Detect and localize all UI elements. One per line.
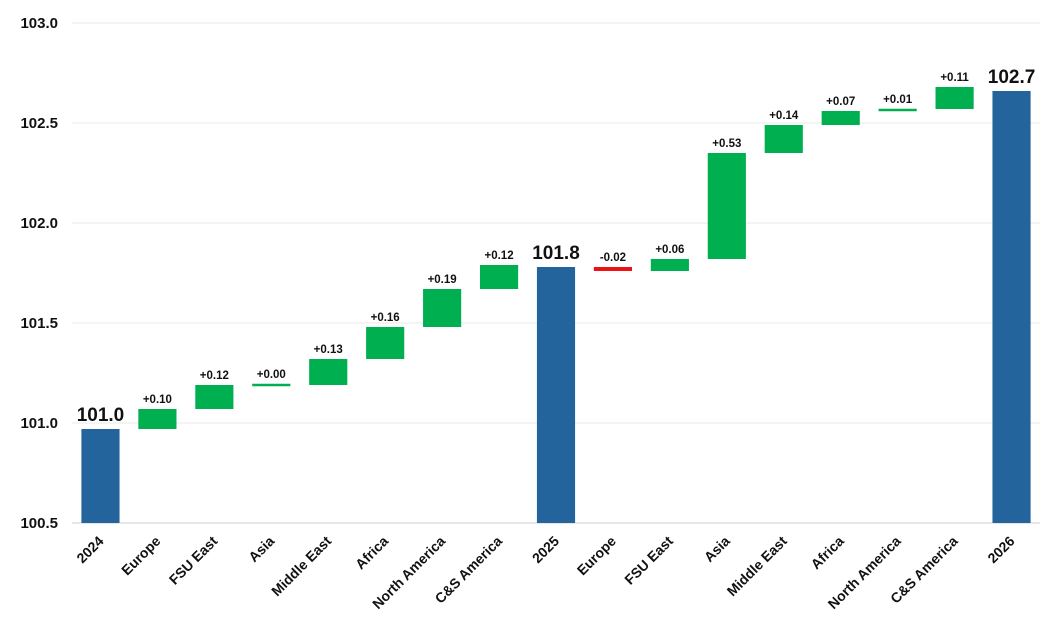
total-bar	[81, 429, 120, 523]
increase-bar	[878, 108, 917, 112]
y-tick-label: 101.0	[20, 415, 58, 432]
x-tick-label: 2026	[984, 533, 1017, 566]
x-tick-label: FSU East	[166, 533, 221, 588]
x-tick-label: Africa	[807, 533, 847, 573]
x-tick-label: Europe	[118, 533, 164, 579]
increase-bar	[821, 111, 860, 125]
increase-bar	[252, 383, 291, 387]
increase-bar	[138, 409, 177, 429]
y-tick-label: 101.5	[20, 315, 58, 332]
total-data-label: 101.8	[532, 243, 580, 264]
total-data-label: 102.7	[988, 67, 1036, 88]
increase-bar	[650, 259, 689, 271]
x-tick-label: Middle East	[268, 533, 335, 600]
y-axis-ticks: 100.5 101.0 101.5 102.0 102.5 103.0	[20, 15, 58, 532]
delta-data-label: +0.19	[428, 274, 457, 286]
delta-data-label: +0.01	[883, 94, 913, 106]
delta-data-label: +0.00	[257, 369, 286, 381]
increase-bar	[479, 265, 519, 289]
y-tick-label: 102.0	[20, 215, 58, 232]
delta-data-label: +0.11	[940, 72, 969, 84]
x-tick-label: Europe	[574, 533, 620, 579]
x-tick-label: FSU East	[621, 533, 676, 588]
x-tick-label: Middle East	[724, 533, 791, 600]
y-tick-label: 103.0	[20, 15, 58, 32]
total-data-label: 101.0	[77, 405, 125, 426]
increase-bar	[764, 125, 803, 153]
data-labels: 101.0 +0.10 +0.12 +0.00 +0.13 +0.16 +0.19 +0.12…	[77, 67, 1036, 426]
delta-data-label: -0.02	[600, 252, 626, 264]
delta-data-label: +0.14	[769, 110, 799, 122]
y-tick-label: 100.5	[20, 515, 58, 532]
increase-bar	[366, 327, 405, 359]
delta-data-label: +0.10	[143, 394, 172, 406]
x-tick-label: 2025	[529, 533, 562, 566]
increase-bar	[707, 153, 746, 259]
delta-data-label: +0.16	[371, 312, 400, 324]
decrease-bar	[593, 267, 633, 271]
increase-bar	[423, 289, 462, 327]
delta-data-label: +0.06	[655, 244, 684, 256]
delta-data-label: +0.12	[485, 250, 514, 262]
delta-data-label: +0.12	[200, 370, 229, 382]
increase-bar	[309, 359, 348, 385]
delta-data-label: +0.13	[314, 344, 343, 356]
increase-bar	[195, 385, 234, 409]
total-bar	[992, 91, 1031, 523]
bars	[81, 87, 1031, 523]
delta-data-label: +0.07	[826, 96, 855, 108]
x-tick-label: Asia	[245, 533, 277, 565]
increase-bar	[935, 87, 974, 109]
x-tick-label: 2024	[73, 533, 106, 566]
x-tick-label: Africa	[352, 533, 392, 573]
x-tick-label: Asia	[701, 533, 733, 565]
total-bar	[536, 267, 576, 523]
delta-data-label: +0.53	[712, 138, 741, 150]
y-tick-label: 102.5	[20, 115, 58, 132]
